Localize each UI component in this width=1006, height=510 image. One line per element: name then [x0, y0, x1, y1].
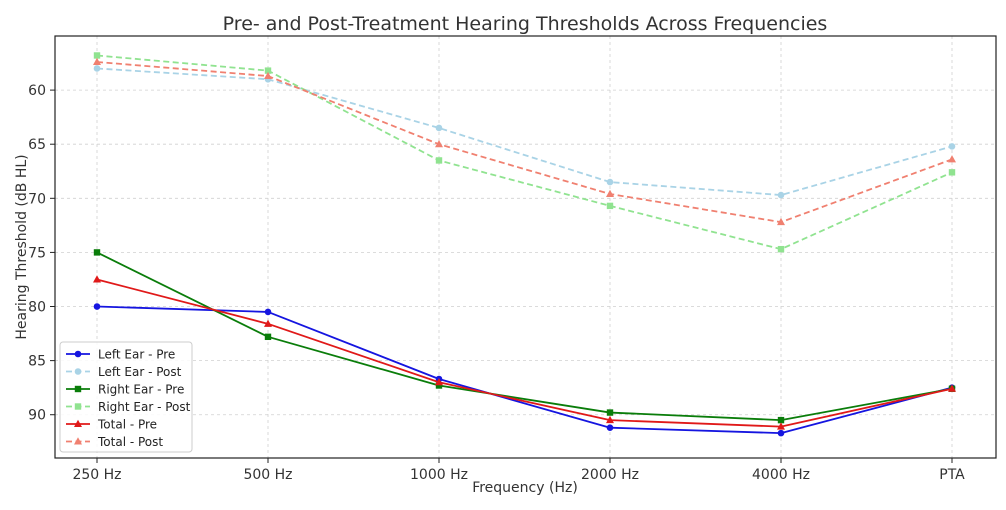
data-point — [948, 169, 956, 176]
legend-label: Total - Pre — [97, 418, 157, 432]
legend-box — [59, 341, 193, 453]
series-line — [96, 54, 953, 251]
data-point — [777, 217, 785, 226]
data-point — [777, 416, 785, 424]
x-tick-label: 1000 Hz — [410, 467, 468, 483]
legend-entry: Right Ear - Pre — [66, 383, 184, 397]
legend-label: Total - Post — [97, 435, 163, 449]
y-tick-label: 70 — [28, 191, 46, 207]
legend-marker — [74, 350, 82, 358]
axis-ticks: 60 65 70 75 80 85 90 250 Hz 500 Hz 1000 Hz 2000 Hz… — [28, 83, 965, 483]
y-tick-label: 80 — [28, 300, 46, 316]
y-tick-label: 60 — [28, 83, 46, 99]
legend-label: Left Ear - Post — [98, 365, 182, 379]
series-line — [96, 305, 953, 435]
legend-label: Right Ear - Pre — [98, 383, 184, 397]
data-point — [264, 319, 272, 327]
data-point — [93, 65, 101, 72]
legend-entry: Total - Pre — [66, 418, 157, 432]
data-point — [606, 189, 614, 197]
data-point — [93, 57, 101, 65]
data-point — [606, 415, 614, 424]
series-line — [96, 278, 953, 428]
series-line — [96, 61, 953, 224]
data-point — [606, 424, 614, 432]
series-right-ear-pre — [93, 249, 956, 424]
legend-entry: Right Ear - Post — [66, 400, 191, 414]
legend: Left Ear - Pre Left Ear - Post Right Ear -… — [59, 341, 193, 453]
series-left-ear-post — [93, 65, 956, 199]
series-line — [96, 67, 953, 196]
series-group — [93, 52, 956, 437]
x-tick-label: 2000 Hz — [581, 467, 639, 483]
data-point — [777, 191, 785, 199]
series-right-ear-post — [93, 52, 956, 253]
data-point — [606, 409, 614, 416]
data-point — [435, 382, 443, 389]
x-tick-label: PTA — [939, 467, 965, 483]
data-point — [606, 178, 614, 186]
y-tick-label: 65 — [28, 137, 46, 153]
data-point — [435, 157, 443, 164]
data-point — [948, 155, 956, 163]
legend-marker — [74, 385, 82, 393]
y-tick-label: 85 — [28, 354, 46, 370]
legend-entry: Left Ear - Post — [66, 365, 182, 379]
legend-marker — [74, 419, 82, 427]
data-point — [606, 202, 614, 210]
data-point — [777, 429, 785, 437]
data-point — [435, 378, 443, 386]
y-tick-label: 75 — [28, 245, 46, 261]
data-point — [93, 52, 101, 59]
data-point — [264, 67, 272, 74]
data-point — [435, 140, 443, 148]
plot-frame — [54, 35, 997, 459]
legend-label: Right Ear - Post — [98, 400, 191, 414]
y-axis-label: Hearing Threshold (dB HL) — [14, 154, 30, 339]
series-total-post — [93, 57, 956, 226]
data-point — [264, 308, 272, 316]
chart-title: Pre- and Post-Treatment Hearing Threshol… — [223, 13, 828, 35]
data-point — [777, 422, 785, 430]
data-point — [93, 275, 101, 283]
legend-marker — [74, 368, 82, 375]
grid — [55, 36, 996, 458]
legend-marker — [74, 437, 82, 445]
data-point — [264, 333, 272, 341]
data-point — [93, 249, 101, 256]
data-point — [435, 124, 443, 132]
series-line — [96, 251, 953, 422]
y-tick-label: 90 — [28, 408, 46, 424]
x-tick-label: 500 Hz — [243, 467, 292, 483]
series-total-pre — [93, 275, 956, 430]
legend-marker — [74, 403, 82, 410]
x-tick-label: 4000 Hz — [752, 467, 810, 483]
data-point — [948, 143, 956, 150]
data-point — [264, 71, 272, 80]
legend-entry: Total - Post — [66, 435, 163, 449]
legend-label: Left Ear - Pre — [98, 348, 175, 362]
x-axis-label: Frequency (Hz) — [472, 480, 578, 496]
data-point — [948, 384, 956, 392]
x-tick-label: 250 Hz — [72, 467, 121, 483]
data-point — [93, 303, 101, 310]
legend-entry: Left Ear - Pre — [66, 348, 175, 362]
data-point — [777, 245, 785, 253]
